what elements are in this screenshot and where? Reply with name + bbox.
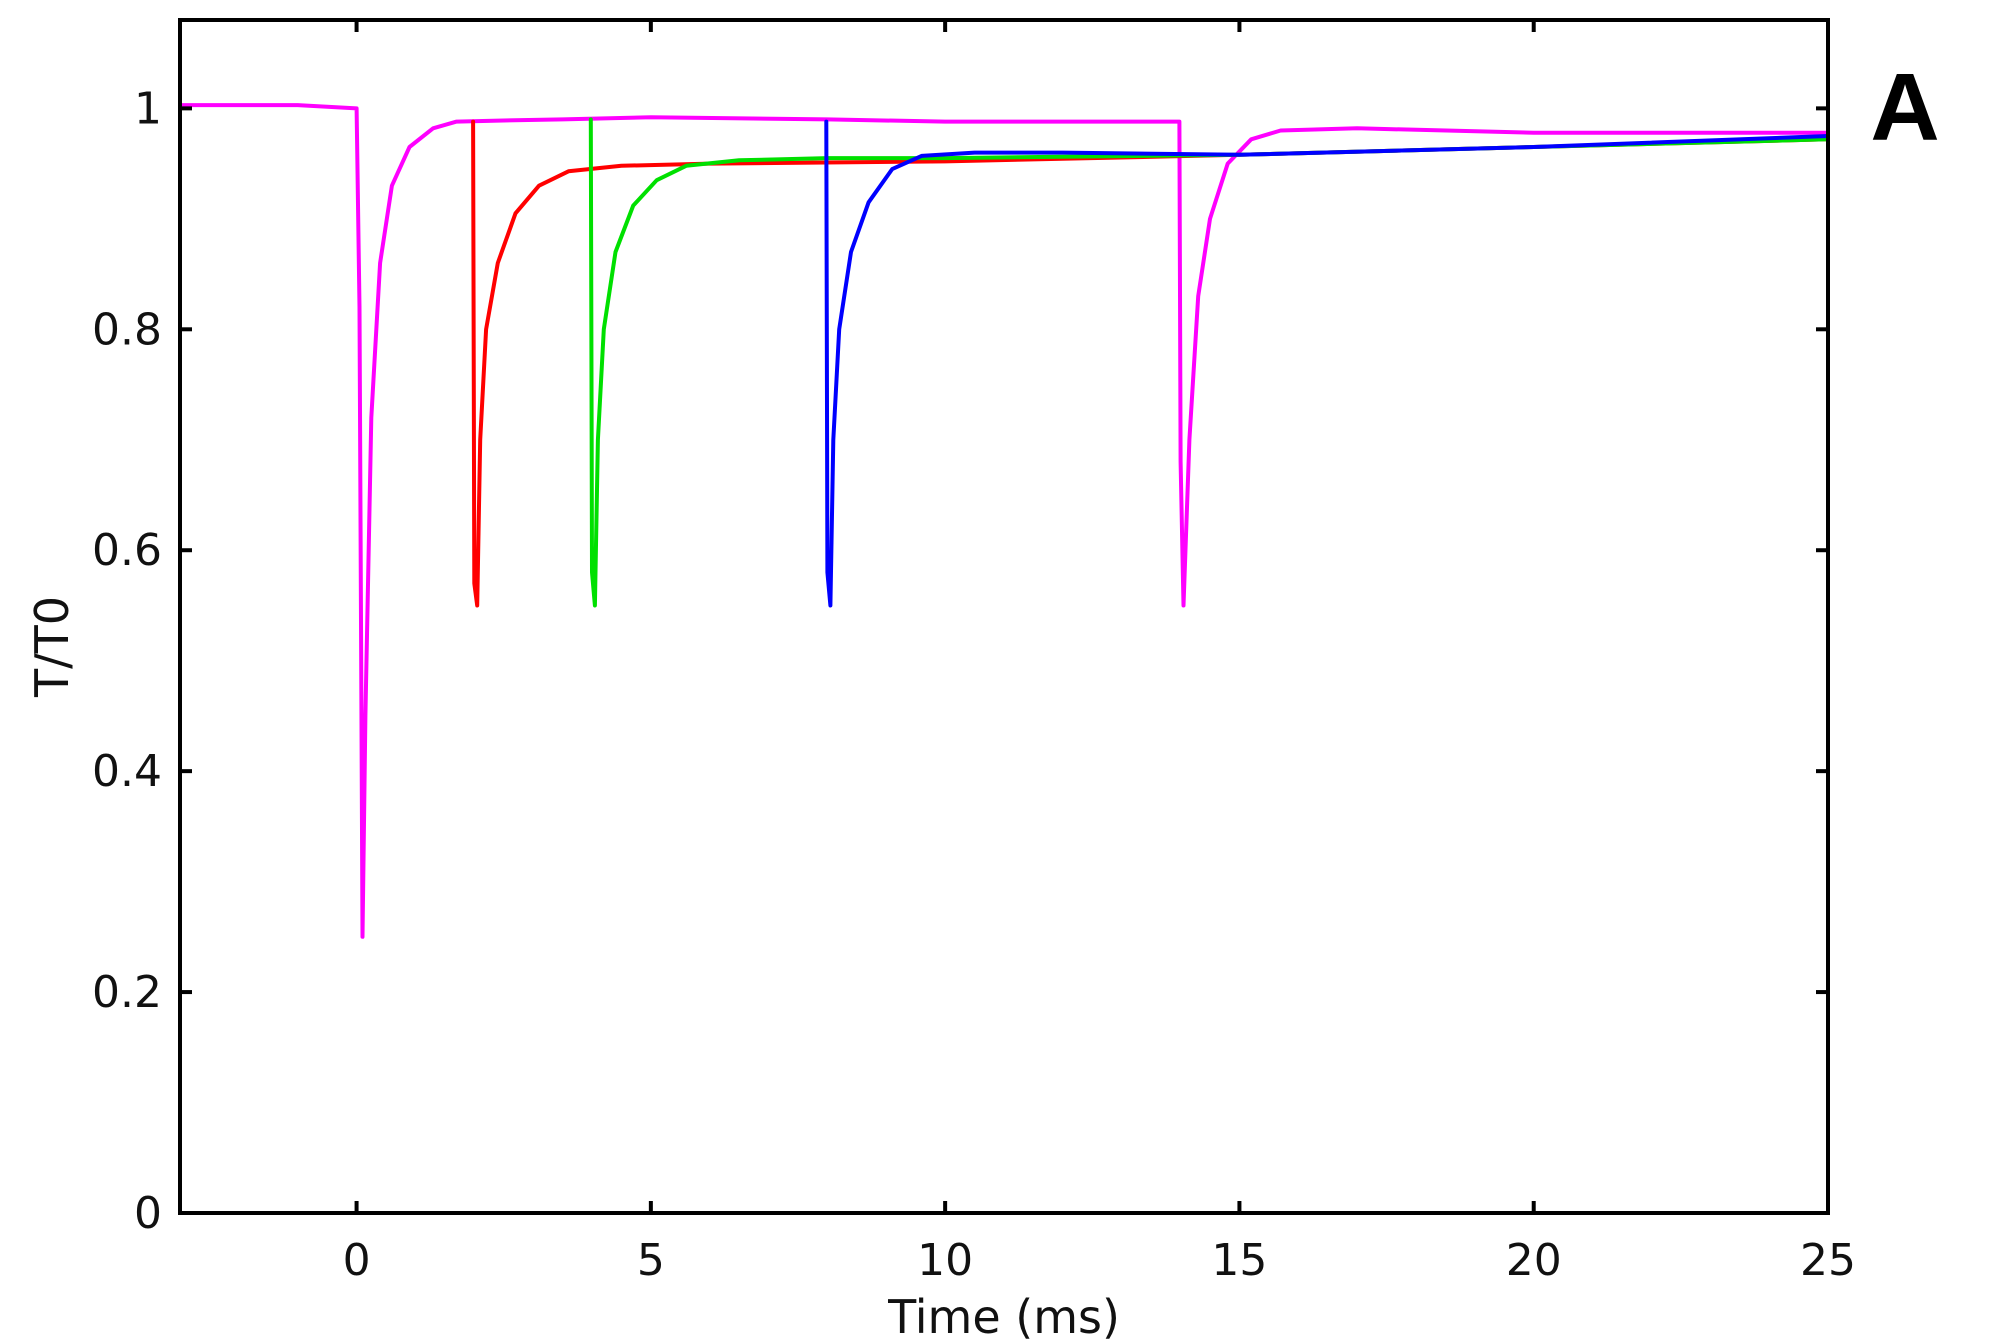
x-tick-label: 20 [1506, 1235, 1562, 1286]
y-tick-label: 0.8 [92, 304, 162, 355]
x-tick-label: 5 [637, 1235, 665, 1286]
series-layer [178, 103, 1830, 939]
y-tick-label: 0.4 [92, 746, 162, 797]
y-tick-label: 0.2 [92, 967, 162, 1018]
series-line-0 [178, 103, 1830, 939]
x-tick-label: 15 [1211, 1235, 1267, 1286]
x-axis-label: Time (ms) [887, 1290, 1120, 1344]
series-line-2 [588, 117, 1830, 608]
y-tick-label: 1 [134, 83, 162, 134]
tick-layer: 0 5 10 15 20 25 0 0.2 0.4 0.6 0.8 1 [92, 20, 1856, 1286]
plot-frame [178, 18, 1830, 1215]
y-tick-label: 0 [134, 1188, 162, 1239]
y-axis-label: T/T0 [25, 596, 79, 698]
series-line-3 [824, 119, 1830, 608]
series-line-1 [471, 119, 1830, 608]
panel-label: A [1870, 54, 1939, 161]
x-tick-label: 0 [343, 1235, 371, 1286]
x-tick-label: 25 [1800, 1235, 1856, 1286]
y-tick-label: 0.6 [92, 525, 162, 576]
x-tick-label: 10 [917, 1235, 973, 1286]
